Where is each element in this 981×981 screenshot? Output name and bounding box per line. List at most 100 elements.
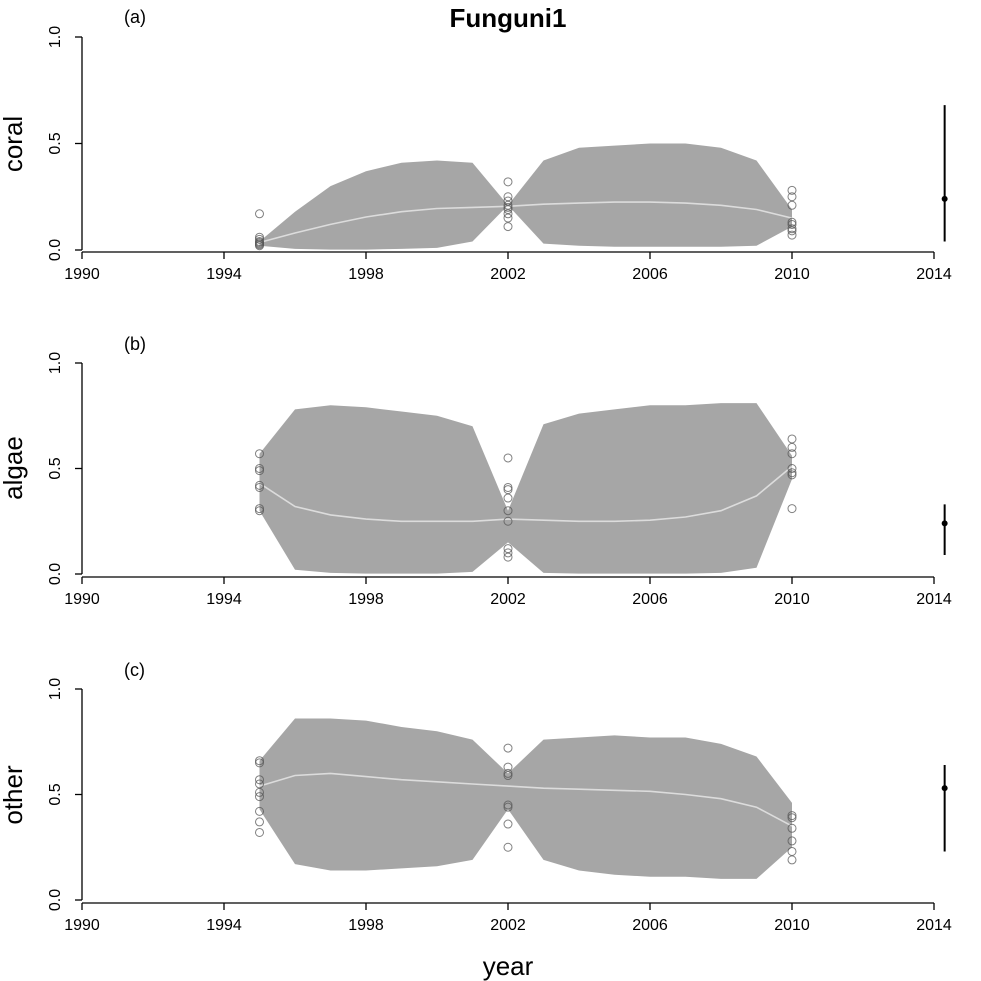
panel-a-data-point: [787, 230, 797, 240]
panel-c-data-point: [255, 758, 264, 768]
panel-b-data-point: [503, 482, 513, 492]
panel-b-data-point: [255, 480, 264, 490]
panel-c-data-point: [255, 775, 264, 785]
panel-b-y-tick-label: 0.5: [47, 457, 64, 479]
panel-c-estimate-point: [941, 785, 948, 792]
panel-a-data-point: [787, 185, 797, 195]
panel-b-median-line: [259, 465, 793, 523]
panel-a-x-tick-label: 1998: [348, 266, 384, 283]
panel-c-data-point: [503, 768, 513, 778]
panel-c-data-point: [503, 819, 513, 829]
panel-c-y-tick-label: 0.5: [47, 783, 64, 805]
panel-a-band: [259, 143, 792, 250]
panel-b-x-tick-label: 2006: [632, 591, 668, 608]
panel-b-data-point: [503, 548, 513, 558]
panel-b-ylabel: algae: [0, 436, 28, 500]
panel-a-x-tick-label: 1990: [64, 266, 100, 283]
panel-b-data-point: [503, 516, 513, 526]
x-axis-label: year: [483, 951, 534, 981]
panel-c-data-point: [787, 823, 797, 833]
panel-a-data-point: [503, 177, 513, 187]
panel-c-data-point: [503, 802, 513, 812]
panel-b-estimate-point: [941, 520, 948, 527]
panel-b-label: (b): [124, 334, 146, 354]
panel-b-data-point: [787, 449, 797, 459]
panel-b-data-point: [787, 504, 797, 514]
panel-c-data-point: [255, 787, 264, 797]
panel-b-data-point: [255, 482, 264, 492]
panel-a-data-point: [503, 205, 513, 215]
panel-c-plot: 1990 1994 1998 2002 2006 2010 2014 0.0 0.5 1.0: [47, 678, 952, 934]
panel-c-data-point: [255, 806, 264, 816]
panel-c-data-point: [787, 811, 797, 821]
panel-c-x-tick-label: 2010: [774, 917, 810, 934]
panel-c-data-point: [503, 743, 513, 753]
panel-a-y-tick-label: 1.0: [47, 26, 64, 48]
panel-a-data-point: [255, 241, 264, 251]
panel-c: (c) other 1990 1994 1998 2002 2006 2010 2014 0.…: [0, 660, 952, 934]
panel-c-data-point: [787, 836, 797, 846]
panel-a-estimate-point: [941, 195, 948, 202]
panel-b-data-point: [787, 468, 797, 478]
panel-b-data-point: [255, 466, 264, 476]
panel-a-label: (a): [124, 7, 146, 27]
panel-b-data-point: [255, 449, 264, 459]
panel-a-data-point: [503, 222, 513, 232]
panel-a-x-tick-label: 1994: [206, 266, 242, 283]
panel-a-data-point: [503, 209, 513, 219]
panel-a-x-tick-label: 2006: [632, 266, 668, 283]
panel-a-data-point: [503, 200, 513, 210]
panel-c-band: [259, 718, 792, 879]
panel-c-data-point: [503, 771, 513, 781]
panel-c-x-tick-label: 1998: [348, 917, 384, 934]
panel-a-y-tick-label: 0.0: [47, 239, 64, 261]
panel-a-data-point: [787, 224, 797, 234]
panel-b-x-tick-label: 2014: [916, 591, 952, 608]
panel-b-data-point: [503, 552, 513, 562]
panel-c-data-point: [787, 855, 797, 865]
panel-c-data-point: [255, 792, 264, 802]
panel-a-plot: 1990 1994 1998 2002 2006 2010 2014 0.0 0.5 1.0: [47, 26, 952, 283]
panel-b-data-point: [255, 504, 264, 514]
panel-a-data-point: [503, 202, 513, 212]
panel-c-data-point: [503, 842, 513, 852]
panel-b-x-tick-label: 2002: [490, 591, 526, 608]
panel-c-data-point: [787, 813, 797, 823]
panel-a-x-tick-label: 2002: [490, 266, 526, 283]
panel-b-x-tick-label: 1998: [348, 591, 384, 608]
panel-c-data-point: [255, 756, 264, 766]
panel-b-data-point: [787, 442, 797, 452]
panel-a-data-point: [503, 213, 513, 223]
panel-c-x-tick-label: 1990: [64, 917, 100, 934]
panel-a-ylabel: coral: [0, 116, 28, 172]
panel-c-data-point: [255, 827, 264, 837]
panel-b-x-tick-label: 1994: [206, 591, 242, 608]
panel-b-y-tick-label: 0.0: [47, 563, 64, 585]
panel-a: (a) coral 1990 1994 1998 2002 2006 2010 2014 0.…: [0, 7, 952, 283]
panel-a-data-point: [787, 217, 797, 227]
panel-b-data-point: [503, 493, 513, 503]
panel-a-data-point: [787, 226, 797, 236]
panel-b-data-point: [787, 470, 797, 480]
panel-b-plot: 1990 1994 1998 2002 2006 2010 2014 0.0 0.5 1.0: [47, 352, 952, 608]
panel-a-data-point: [255, 234, 264, 244]
panel-c-ylabel: other: [0, 765, 28, 825]
panel-b-band: [259, 403, 792, 574]
panel-b-data-point: [503, 453, 513, 463]
panel-a-y-tick-label: 0.5: [47, 132, 64, 154]
panel-b: (b) algae 1990 1994 1998 2002 2006 2010 2014 0.…: [0, 334, 952, 608]
panel-a-data-point: [787, 192, 797, 202]
panel-c-x-tick-label: 2014: [916, 917, 952, 934]
panel-c-x-tick-label: 2006: [632, 917, 668, 934]
panel-c-median-line: [259, 772, 793, 827]
panel-c-data-point: [255, 817, 264, 827]
panel-b-data-point: [503, 506, 513, 516]
panel-b-y-tick-label: 1.0: [47, 352, 64, 374]
panel-b-data-point: [255, 464, 264, 473]
panel-c-label: (c): [124, 660, 145, 680]
panel-a-median-line: [259, 201, 793, 244]
panel-a-data-point: [787, 200, 797, 210]
panel-a-data-point: [255, 209, 264, 219]
panel-b-data-point: [787, 464, 797, 473]
